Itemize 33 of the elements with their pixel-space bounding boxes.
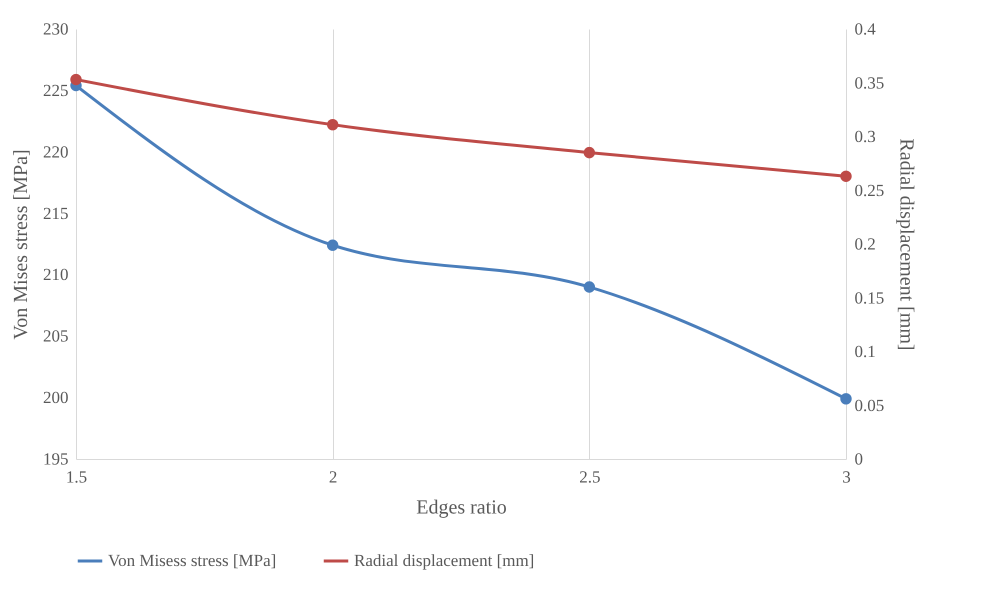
legend-label: Radial displacement [mm] [354,551,534,570]
point [326,118,338,130]
y-tick-label: 220 [43,142,68,162]
x-axis-title: Edges ratio [416,496,507,518]
x-tick-label: 2.5 [579,468,600,486]
y2-tick-label: 0.05 [854,396,884,415]
legend-label: Von Misess stress [MPa] [108,551,276,570]
x-tick-label: 2 [328,468,338,486]
y2-axis-title: Radial displacement [mm] [895,138,918,351]
y2-tick-label: 0.1 [854,342,876,361]
y-tick-label: 210 [43,265,68,284]
point [584,146,596,158]
y2-tick-label: 0.35 [854,73,884,92]
y2-tick-label: 0 [854,450,863,468]
y-tick-label: 205 [43,326,68,346]
y2-tick-label: 0.4 [854,20,876,38]
point [840,393,852,404]
x-tick-label: 1.5 [66,468,88,486]
y-tick-label: 200 [43,388,68,408]
x-tick-label: 3 [842,468,851,486]
point [326,240,338,251]
y-axis-title: Von Mises stress [MPa] [10,149,32,340]
point [70,74,82,86]
y2-tick-label: 0.3 [854,127,876,146]
y2-tick-label: 0.25 [854,180,884,200]
point [840,170,852,182]
point [584,281,596,293]
y2-tick-label: 0.2 [854,234,876,254]
y-tick-label: 230 [43,20,68,38]
y-tick-label: 225 [43,80,68,100]
y-tick-label: 195 [43,450,68,468]
y2-tick-label: 0.15 [854,288,884,308]
y-tick-label: 215 [43,204,68,223]
